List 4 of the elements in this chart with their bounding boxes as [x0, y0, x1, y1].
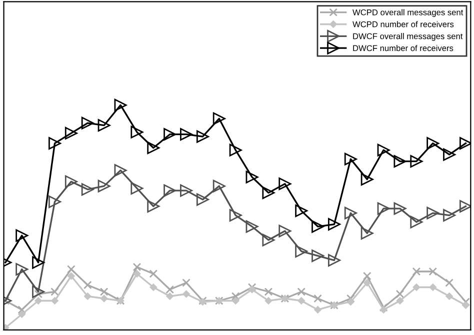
legend-label: DWCF overall messages sent — [353, 33, 463, 41]
legend-label: DWCF number of receivers — [353, 44, 454, 52]
legend-label: WCPD overall messages sent — [352, 9, 464, 17]
legend-label: WCPD number of receivers — [352, 21, 454, 28]
